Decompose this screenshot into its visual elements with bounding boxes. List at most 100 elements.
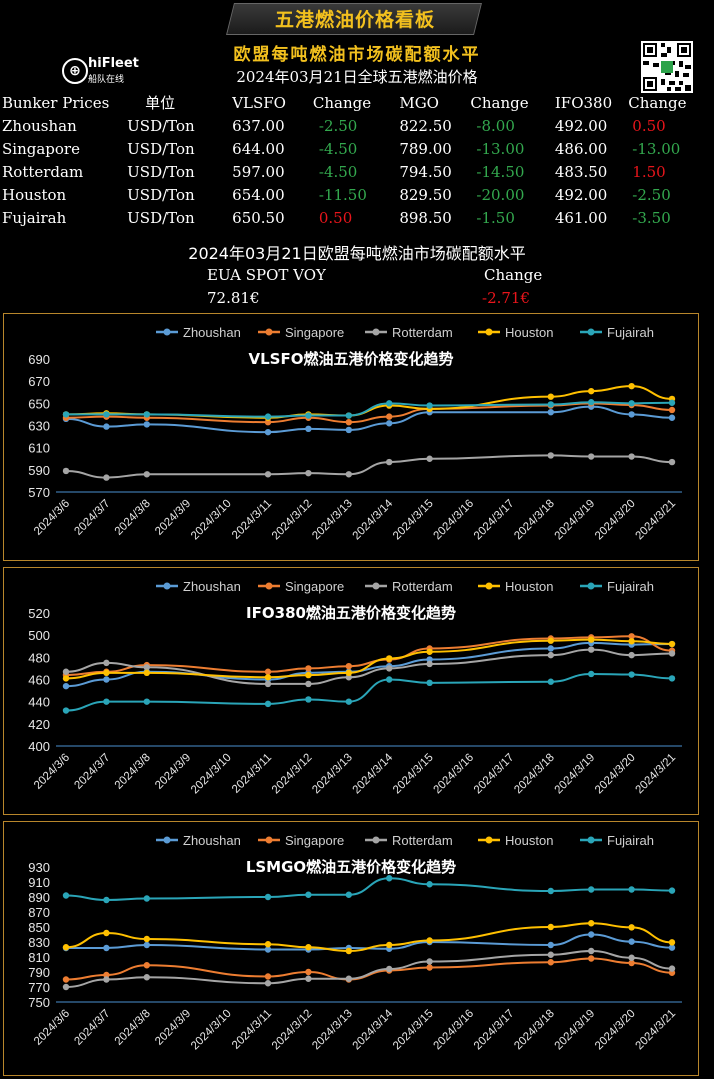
- page-title: 五港燃油价格看板: [274, 9, 435, 31]
- ifo380-cell: 492.00: [554, 116, 608, 135]
- data-point-rotterdam: [628, 954, 635, 961]
- data-point-rotterdam: [264, 471, 272, 478]
- x-tick-label: 2024/3/15: [391, 498, 436, 543]
- table-row: Singapore USD/Ton 644.00 -4.50 789.00 -13.00 4…: [2, 137, 714, 160]
- x-tick-label: 2024/3/11: [230, 1008, 274, 1052]
- legend-label: Singapore: [285, 579, 344, 594]
- x-tick-label: 2024/3/14: [351, 1007, 396, 1052]
- ifo380-change-cell: 0.50: [632, 116, 666, 135]
- vlsfo-change-cell: -4.50: [318, 139, 358, 158]
- data-point-houston: [547, 923, 554, 931]
- x-tick-label: 2024/3/14: [351, 497, 396, 542]
- data-point-fujairah: [386, 676, 393, 683]
- header-vlsfo: VLSFO: [232, 93, 286, 112]
- table-row: Houston USD/Ton 654.00 -11.50 829.50 -20.00 49…: [2, 183, 714, 206]
- y-tick-label: 590: [28, 463, 50, 478]
- data-point-rotterdam: [426, 455, 433, 462]
- data-point-houston: [426, 648, 433, 655]
- legend-marker: [485, 582, 493, 590]
- x-tick-label: 2024/3/18: [512, 752, 557, 797]
- hifleet-logo: ⊕ hiFleet 船队在线: [62, 56, 142, 86]
- series-line-fujairah: [65, 672, 673, 712]
- data-point-houston: [628, 638, 635, 645]
- data-point-fujairah: [426, 402, 433, 409]
- port-cell: Zhoushan: [2, 116, 77, 135]
- ifo380-cell: 486.00: [554, 139, 608, 158]
- ifo380-cell: 492.00: [554, 185, 608, 204]
- data-point-zhoushan: [547, 645, 554, 652]
- data-point-houston: [386, 655, 393, 662]
- data-point-rotterdam: [103, 659, 110, 667]
- x-tick-label: 2024/3/6: [32, 498, 72, 538]
- y-tick-label: 770: [28, 980, 50, 995]
- data-point-houston: [143, 669, 150, 677]
- unit-cell: USD/Ton: [127, 139, 195, 158]
- vlsfo-chart: Zhoushan Singapore Rotterdam Houston Fujaira…: [28, 325, 682, 543]
- data-point-singapore: [628, 633, 635, 640]
- legend-label: Singapore: [285, 833, 344, 848]
- data-point-fujairah: [628, 671, 635, 678]
- data-point-rotterdam: [305, 469, 312, 477]
- legend-marker: [587, 836, 595, 844]
- legend-marker: [587, 582, 595, 590]
- legend-label: Houston: [505, 833, 553, 848]
- x-tick-label: 2024/3/17: [472, 498, 517, 543]
- data-point-rotterdam: [62, 467, 70, 475]
- data-point-rotterdam: [143, 664, 150, 671]
- table-row: Rotterdam USD/Ton 597.00 -4.50 794.50 -14.50 4…: [2, 160, 714, 183]
- lsmgo-chart-panel: Zhoushan Singapore Rotterdam Houston Fujaira…: [3, 821, 699, 1076]
- data-point-houston: [628, 924, 635, 931]
- data-point-zhoushan: [264, 946, 272, 953]
- bunker-price-table: Bunker Prices 单位 VLSFO Change MGO Change…: [2, 91, 714, 229]
- data-point-rotterdam: [426, 660, 433, 668]
- data-point-fujairah: [386, 875, 393, 882]
- series-line-singapore: [65, 402, 673, 424]
- vlsfo-cell: 644.00: [232, 139, 285, 158]
- data-point-singapore: [62, 976, 70, 983]
- y-tick-label: 830: [28, 935, 50, 950]
- data-point-fujairah: [264, 413, 272, 420]
- data-point-fujairah: [305, 696, 312, 703]
- ifo380-cell: 461.00: [554, 208, 608, 227]
- data-point-singapore: [264, 668, 272, 675]
- data-point-rotterdam: [628, 651, 635, 659]
- x-tick-label: 2024/3/20: [593, 1008, 638, 1053]
- x-tick-label: 2024/3/13: [310, 752, 355, 797]
- data-point-rotterdam: [103, 474, 110, 481]
- data-point-rotterdam: [668, 458, 676, 466]
- port-cell: Singapore: [2, 139, 80, 158]
- mgo-cell: 829.50: [399, 185, 452, 204]
- x-tick-label: 2024/3/9: [153, 752, 193, 792]
- x-tick-label: 2024/3/19: [553, 498, 598, 543]
- legend-label: Rotterdam: [392, 833, 453, 848]
- data-point-fujairah: [345, 412, 352, 419]
- vlsfo-change-cell: -4.50: [318, 162, 358, 181]
- series-line-houston: [65, 922, 673, 953]
- legend-label: Singapore: [285, 325, 344, 340]
- data-point-zhoushan: [103, 944, 110, 952]
- x-tick-label: 2024/3/19: [553, 752, 598, 797]
- legend-marker: [372, 836, 380, 844]
- x-tick-label: 2024/3/7: [72, 1008, 112, 1048]
- x-tick-label: 2024/3/20: [593, 752, 638, 797]
- data-point-rotterdam: [668, 965, 676, 972]
- y-tick-label: 670: [28, 374, 50, 389]
- hifleet-logo-icon: ⊕: [62, 58, 88, 84]
- data-point-zhoushan: [547, 941, 554, 949]
- data-point-fujairah: [305, 891, 312, 898]
- data-point-rotterdam: [628, 453, 635, 460]
- x-tick-label: 2024/3/17: [472, 1008, 517, 1053]
- y-tick-label: 400: [28, 739, 50, 754]
- vlsfo-cell: 654.00: [232, 185, 285, 204]
- x-tick-label: 2024/3/18: [512, 1008, 557, 1053]
- series-line-rotterdam: [65, 454, 673, 479]
- ifo380-change-cell: -13.00: [632, 139, 681, 158]
- legend-label: Zhoushan: [183, 833, 241, 848]
- data-point-zhoushan: [668, 944, 676, 951]
- data-point-zhoushan: [143, 941, 150, 949]
- data-point-rotterdam: [386, 665, 393, 672]
- eua-value: 72.81€: [207, 289, 260, 307]
- legend-label: Zhoushan: [183, 325, 241, 340]
- data-point-zhoushan: [386, 420, 393, 427]
- qr-code-icon[interactable]: [641, 41, 693, 93]
